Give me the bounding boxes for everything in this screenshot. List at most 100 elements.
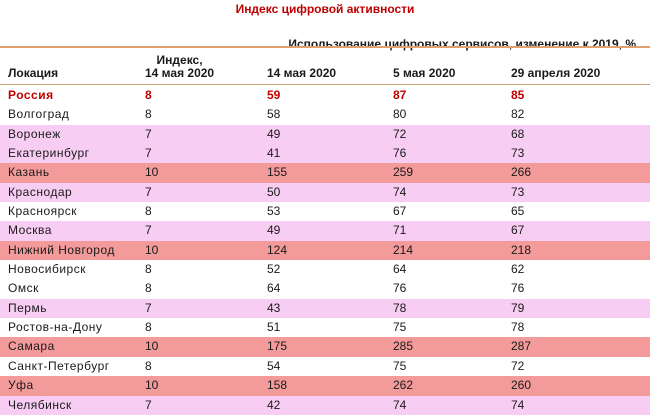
- table-row: Санкт-Петербург 8 54 75 72: [0, 356, 650, 377]
- may5-cell: 67: [393, 204, 407, 219]
- table-row: Москва 7 49 71 67: [0, 221, 650, 241]
- index-cell: 7: [145, 184, 152, 199]
- may14-cell: 50: [267, 184, 281, 199]
- table-row: Россия 8 59 87 85: [0, 86, 650, 106]
- apr29-cell: 62: [511, 262, 525, 277]
- may14-cell: 59: [267, 88, 281, 102]
- column-header-may14: 14 мая 2020: [267, 66, 337, 80]
- may5-cell: 259: [393, 165, 414, 180]
- may14-cell: 58: [267, 107, 281, 122]
- column-header-may5: 5 мая 2020: [393, 66, 456, 80]
- location-cell: Новосибирск: [8, 262, 86, 277]
- may14-cell: 54: [267, 358, 281, 373]
- may14-cell: 43: [267, 300, 281, 315]
- may14-cell: 64: [267, 281, 281, 296]
- apr29-cell: 78: [511, 320, 525, 335]
- location-cell: Краснодар: [8, 184, 73, 199]
- may5-cell: 78: [393, 300, 407, 315]
- apr29-cell: 73: [511, 146, 525, 161]
- location-cell: Волгоград: [8, 107, 70, 122]
- may14-cell: 124: [267, 242, 288, 257]
- table-row: Екатеринбург 7 41 76 73: [0, 144, 650, 164]
- may5-cell: 214: [393, 242, 414, 257]
- column-header-location: Локация: [8, 66, 59, 80]
- location-cell: Нижний Новгород: [8, 242, 115, 257]
- location-cell: Казань: [8, 165, 50, 180]
- column-header-index: Индекс, 14 мая 2020: [145, 53, 215, 80]
- apr29-cell: 72: [511, 358, 525, 373]
- location-cell: Екатеринбург: [8, 146, 90, 161]
- apr29-cell: 74: [511, 397, 525, 412]
- apr29-cell: 76: [511, 281, 525, 296]
- may5-cell: 75: [393, 320, 407, 335]
- table-row: Нижний Новгород 10 124 214 218: [0, 240, 650, 261]
- table-row: Волгоград 8 58 80 82: [0, 105, 650, 125]
- table-row: Ростов-на-Дону 8 51 75 78: [0, 318, 650, 338]
- may5-cell: 285: [393, 339, 414, 354]
- index-cell: 7: [145, 223, 152, 238]
- apr29-cell: 287: [511, 339, 532, 354]
- index-cell: 10: [145, 165, 159, 180]
- may14-cell: 52: [267, 262, 281, 277]
- index-cell: 7: [145, 146, 152, 161]
- apr29-cell: 82: [511, 107, 525, 122]
- index-cell: 10: [145, 339, 159, 354]
- apr29-cell: 260: [511, 378, 532, 393]
- index-cell: 10: [145, 242, 159, 257]
- location-cell: Воронеж: [8, 126, 61, 141]
- apr29-cell: 68: [511, 126, 525, 141]
- index-cell: 7: [145, 126, 152, 141]
- index-cell: 8: [145, 204, 152, 219]
- may5-cell: 76: [393, 281, 407, 296]
- location-cell: Омск: [8, 281, 39, 296]
- table-row: Краснодар 7 50 74 73: [0, 182, 650, 203]
- table-row: Пермь 7 43 78 79: [0, 298, 650, 319]
- may14-cell: 49: [267, 126, 281, 141]
- table-title: Индекс цифровой активности: [235, 2, 415, 16]
- index-cell: 8: [145, 262, 152, 277]
- location-cell: Ростов-на-Дону: [8, 320, 103, 335]
- location-cell: Санкт-Петербург: [8, 358, 110, 373]
- may14-cell: 49: [267, 223, 281, 238]
- apr29-cell: 85: [511, 88, 525, 102]
- location-cell: Уфа: [8, 378, 34, 393]
- location-cell: Красноярск: [8, 204, 78, 219]
- index-cell: 7: [145, 397, 152, 412]
- header-rule: [0, 46, 650, 48]
- table-row: Красноярск 8 53 67 65: [0, 202, 650, 222]
- location-cell: Челябинск: [8, 397, 72, 412]
- table-row: Уфа 10 158 262 260: [0, 376, 650, 396]
- may14-cell: 175: [267, 339, 288, 354]
- header-bottom-rule: [0, 84, 650, 85]
- index-cell: 7: [145, 300, 152, 315]
- may5-cell: 74: [393, 397, 407, 412]
- index-cell: 8: [145, 107, 152, 122]
- index-cell: 8: [145, 281, 152, 296]
- table-row: Воронеж 7 49 72 68: [0, 124, 650, 145]
- apr29-cell: 266: [511, 165, 532, 180]
- may5-cell: 71: [393, 223, 407, 238]
- may14-cell: 53: [267, 204, 281, 219]
- may5-cell: 262: [393, 378, 414, 393]
- apr29-cell: 73: [511, 184, 525, 199]
- table-row: Самара 10 175 285 287: [0, 337, 650, 357]
- may5-cell: 72: [393, 126, 407, 141]
- table-row: Омск 8 64 76 76: [0, 279, 650, 299]
- table-body: Россия 8 59 87 85 Волгоград 8 58 80 82 Воронеж 7 49 7…: [0, 86, 650, 415]
- apr29-cell: 65: [511, 204, 525, 219]
- may5-cell: 80: [393, 107, 407, 122]
- may5-cell: 75: [393, 358, 407, 373]
- may5-cell: 64: [393, 262, 407, 277]
- column-header-apr29: 29 апреля 2020: [511, 66, 601, 80]
- may5-cell: 74: [393, 184, 407, 199]
- table-subtitle: Использование цифровых сервисов, изменен…: [288, 37, 636, 51]
- may5-cell: 76: [393, 146, 407, 161]
- may14-cell: 155: [267, 165, 288, 180]
- index-cell: 8: [145, 358, 152, 373]
- apr29-cell: 218: [511, 242, 532, 257]
- location-cell: Самара: [8, 339, 55, 354]
- may14-cell: 41: [267, 146, 281, 161]
- index-cell: 8: [145, 320, 152, 335]
- location-cell: Россия: [8, 88, 54, 102]
- may5-cell: 87: [393, 88, 407, 102]
